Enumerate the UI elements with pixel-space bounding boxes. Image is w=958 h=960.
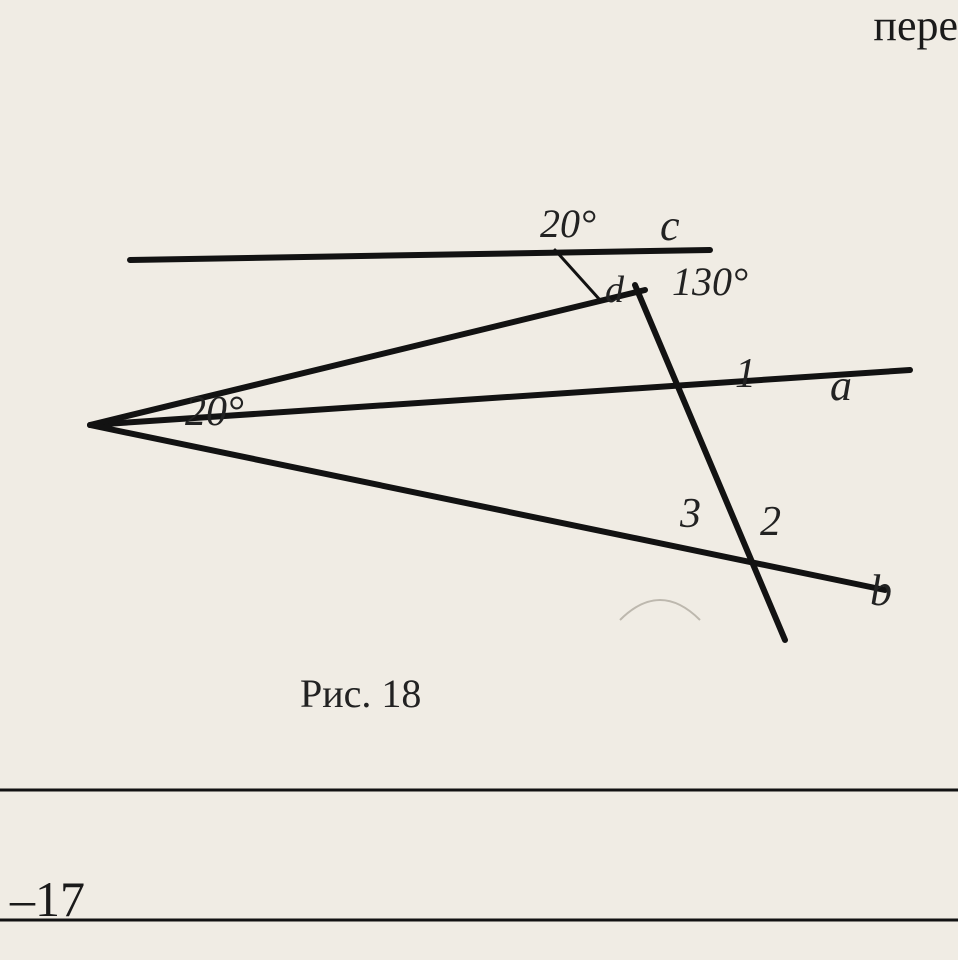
label-angle_top_20: 20° (540, 200, 596, 247)
label-letter_c: c (660, 200, 680, 251)
label-letter_d: d (605, 268, 624, 312)
label-letter_b: b (870, 565, 892, 616)
label-num_3: 3 (680, 490, 701, 538)
page: пере 20°cd130°1a20°32b Рис. 18 –17 (0, 0, 958, 960)
geometry-diagram (0, 0, 958, 960)
label-num_1: 1 (735, 350, 756, 398)
minus-sign: – (10, 871, 35, 927)
page-number-value: 17 (35, 871, 85, 927)
label-angle_left_20: 20° (185, 388, 244, 436)
label-num_2: 2 (760, 498, 781, 546)
figure-caption: Рис. 18 (300, 670, 421, 717)
label-angle_130: 130° (672, 258, 748, 305)
page-number-fragment: –17 (10, 870, 85, 928)
label-letter_a: a (830, 360, 852, 411)
